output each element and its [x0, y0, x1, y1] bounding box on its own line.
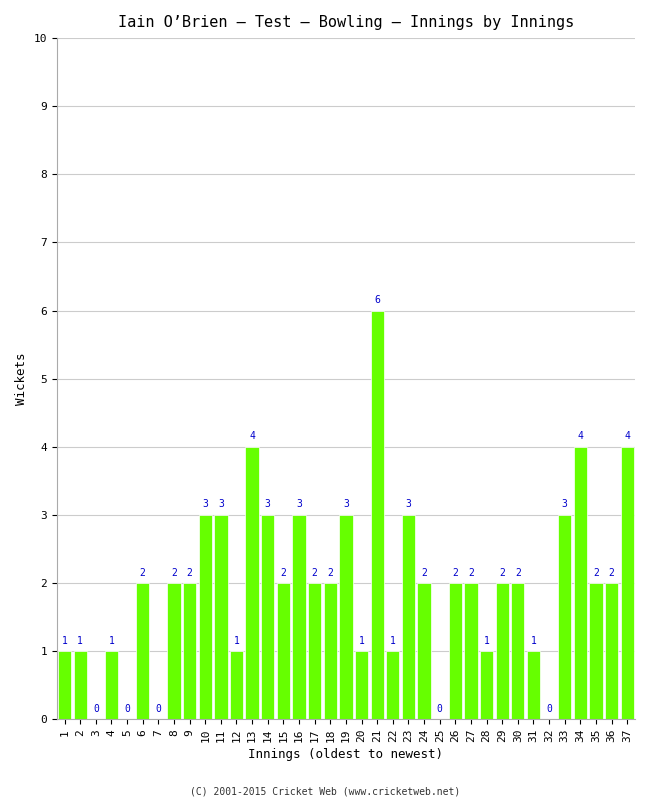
Bar: [167, 583, 181, 719]
Bar: [464, 583, 478, 719]
Text: 3: 3: [296, 499, 302, 510]
Bar: [246, 446, 259, 719]
Text: 2: 2: [452, 567, 458, 578]
Text: 2: 2: [468, 567, 474, 578]
Text: 3: 3: [202, 499, 208, 510]
Bar: [480, 651, 493, 719]
Bar: [339, 515, 352, 719]
Text: 6: 6: [374, 295, 380, 305]
Bar: [324, 583, 337, 719]
Y-axis label: Wickets: Wickets: [15, 353, 28, 405]
Bar: [136, 583, 150, 719]
Text: 0: 0: [437, 704, 443, 714]
Text: 4: 4: [624, 431, 630, 442]
Text: 2: 2: [280, 567, 286, 578]
Bar: [558, 515, 571, 719]
Text: 2: 2: [187, 567, 192, 578]
Bar: [574, 446, 587, 719]
Bar: [308, 583, 321, 719]
Text: 2: 2: [515, 567, 521, 578]
Bar: [199, 515, 212, 719]
Bar: [58, 651, 72, 719]
Text: 1: 1: [62, 636, 68, 646]
Title: Iain O’Brien – Test – Bowling – Innings by Innings: Iain O’Brien – Test – Bowling – Innings …: [118, 15, 574, 30]
Bar: [511, 583, 525, 719]
Text: 2: 2: [421, 567, 427, 578]
Text: 0: 0: [546, 704, 552, 714]
Bar: [621, 446, 634, 719]
Text: 2: 2: [171, 567, 177, 578]
Text: 1: 1: [484, 636, 489, 646]
Bar: [214, 515, 227, 719]
Bar: [370, 310, 383, 719]
Bar: [526, 651, 540, 719]
Bar: [355, 651, 368, 719]
Bar: [73, 651, 87, 719]
Bar: [277, 583, 290, 719]
Text: 2: 2: [499, 567, 505, 578]
Text: 4: 4: [249, 431, 255, 442]
Text: 2: 2: [608, 567, 614, 578]
Text: 2: 2: [593, 567, 599, 578]
Text: 3: 3: [343, 499, 349, 510]
Bar: [386, 651, 399, 719]
Text: 2: 2: [328, 567, 333, 578]
Text: 0: 0: [124, 704, 130, 714]
Text: 3: 3: [562, 499, 567, 510]
Bar: [183, 583, 196, 719]
Bar: [230, 651, 243, 719]
Bar: [590, 583, 603, 719]
Text: 2: 2: [140, 567, 146, 578]
Text: 1: 1: [359, 636, 365, 646]
Text: 1: 1: [109, 636, 114, 646]
Text: 1: 1: [77, 636, 83, 646]
Text: 0: 0: [93, 704, 99, 714]
Text: 4: 4: [577, 431, 583, 442]
Text: 0: 0: [155, 704, 161, 714]
Text: (C) 2001-2015 Cricket Web (www.cricketweb.net): (C) 2001-2015 Cricket Web (www.cricketwe…: [190, 786, 460, 796]
Bar: [292, 515, 306, 719]
Text: 2: 2: [312, 567, 318, 578]
Bar: [495, 583, 509, 719]
Text: 1: 1: [390, 636, 396, 646]
Text: 3: 3: [406, 499, 411, 510]
Bar: [261, 515, 274, 719]
Text: 1: 1: [233, 636, 239, 646]
X-axis label: Innings (oldest to newest): Innings (oldest to newest): [248, 748, 443, 761]
Bar: [448, 583, 462, 719]
Bar: [605, 583, 618, 719]
Bar: [105, 651, 118, 719]
Bar: [402, 515, 415, 719]
Text: 3: 3: [218, 499, 224, 510]
Text: 3: 3: [265, 499, 270, 510]
Text: 1: 1: [530, 636, 536, 646]
Bar: [417, 583, 431, 719]
